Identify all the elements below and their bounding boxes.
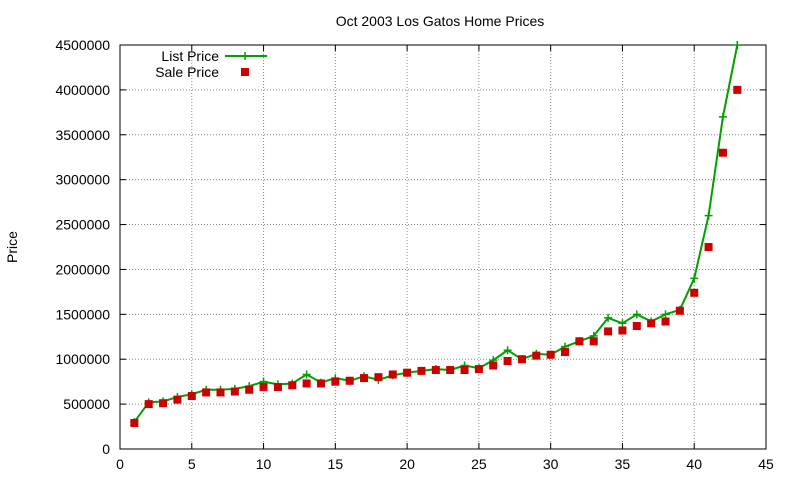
data-point-sale-price bbox=[159, 399, 168, 408]
series-layer bbox=[130, 41, 742, 427]
legend-sample-list-price bbox=[225, 52, 267, 60]
legend-label-sale-price: Sale Price bbox=[155, 64, 219, 80]
data-point-sale-price bbox=[173, 395, 182, 404]
x-tick-label: 5 bbox=[188, 456, 196, 472]
data-point-sale-price bbox=[202, 388, 211, 397]
y-axis-label: Price bbox=[4, 231, 20, 263]
y-tick-label: 1500000 bbox=[55, 306, 110, 322]
data-point-list-price bbox=[704, 211, 713, 220]
data-point-sale-price bbox=[532, 351, 541, 360]
data-point-sale-price bbox=[460, 365, 469, 374]
data-point-sale-price bbox=[575, 337, 584, 346]
data-point-sale-price bbox=[345, 376, 354, 385]
legend-label-list-price: List Price bbox=[161, 48, 219, 64]
y-tick-label: 2500000 bbox=[55, 217, 110, 233]
data-point-sale-price bbox=[331, 377, 340, 386]
data-point-sale-price bbox=[604, 327, 613, 336]
x-tick-label: 25 bbox=[471, 456, 487, 472]
chart-title: Oct 2003 Los Gatos Home Prices bbox=[336, 13, 545, 29]
data-point-sale-price bbox=[431, 365, 440, 374]
data-point-sale-price bbox=[245, 385, 254, 394]
data-point-list-price bbox=[503, 346, 512, 355]
axis-ticks: 0 5 10 15 20 25 30 35 40 45 0 500000 1000000 1500000 2… bbox=[55, 37, 774, 472]
data-point-sale-price bbox=[259, 383, 268, 392]
x-tick-label: 30 bbox=[543, 456, 559, 472]
data-point-sale-price bbox=[216, 388, 225, 397]
data-point-sale-price bbox=[144, 400, 153, 409]
data-point-sale-price bbox=[273, 383, 282, 392]
data-point-sale-price bbox=[302, 379, 311, 388]
data-point-sale-price bbox=[230, 387, 239, 396]
series-sale-price bbox=[130, 85, 742, 427]
data-point-sale-price bbox=[388, 370, 397, 379]
y-tick-label: 500000 bbox=[63, 396, 110, 412]
data-point-sale-price bbox=[661, 317, 670, 326]
x-tick-label: 20 bbox=[399, 456, 415, 472]
data-point-sale-price bbox=[503, 357, 512, 366]
legend: List Price Sale Price bbox=[155, 48, 267, 80]
data-point-list-price bbox=[632, 310, 641, 319]
y-tick-label: 2000000 bbox=[55, 261, 110, 277]
data-point-list-price bbox=[604, 313, 613, 322]
legend-marker-sale-price bbox=[241, 68, 249, 76]
data-point-list-price bbox=[302, 370, 311, 379]
x-tick-label: 15 bbox=[328, 456, 344, 472]
grid-lines bbox=[120, 45, 766, 449]
data-point-sale-price bbox=[374, 373, 383, 382]
x-tick-label: 45 bbox=[758, 456, 774, 472]
legend-marker-list-price bbox=[241, 52, 249, 60]
legend-sample-sale-price bbox=[241, 68, 249, 76]
x-tick-label: 35 bbox=[615, 456, 631, 472]
x-tick-label: 40 bbox=[686, 456, 702, 472]
data-point-sale-price bbox=[130, 418, 139, 427]
data-point-list-price bbox=[661, 310, 670, 319]
data-point-sale-price bbox=[632, 322, 641, 331]
data-point-list-price bbox=[618, 319, 627, 328]
data-point-list-price bbox=[718, 112, 727, 121]
data-point-sale-price bbox=[403, 368, 412, 377]
data-point-sale-price bbox=[704, 243, 713, 251]
data-point-sale-price bbox=[517, 355, 526, 364]
data-point-sale-price bbox=[187, 392, 196, 401]
y-tick-label: 4500000 bbox=[55, 37, 110, 53]
data-point-sale-price bbox=[288, 381, 297, 390]
data-point-sale-price bbox=[690, 288, 699, 297]
data-point-sale-price bbox=[647, 319, 656, 328]
plot-frame bbox=[119, 44, 767, 450]
y-tick-label: 3500000 bbox=[55, 127, 110, 143]
y-tick-label: 0 bbox=[102, 441, 110, 457]
data-point-sale-price bbox=[360, 374, 369, 383]
data-point-sale-price bbox=[417, 366, 426, 375]
data-point-sale-price bbox=[733, 85, 742, 94]
data-point-sale-price bbox=[589, 337, 598, 346]
data-point-sale-price bbox=[316, 379, 325, 388]
data-point-sale-price bbox=[474, 365, 483, 374]
x-tick-label: 10 bbox=[256, 456, 272, 472]
x-tick-label: 0 bbox=[116, 456, 124, 472]
y-tick-label: 4000000 bbox=[55, 82, 110, 98]
y-tick-label: 1000000 bbox=[55, 351, 110, 367]
data-point-sale-price bbox=[446, 365, 455, 374]
data-point-sale-price bbox=[561, 348, 570, 357]
data-point-list-price bbox=[690, 274, 699, 283]
data-point-sale-price bbox=[618, 326, 627, 335]
data-point-sale-price bbox=[489, 361, 498, 370]
y-tick-label: 3000000 bbox=[55, 172, 110, 188]
data-point-sale-price bbox=[675, 306, 684, 315]
data-point-list-price bbox=[733, 41, 742, 49]
data-point-sale-price bbox=[718, 148, 727, 157]
data-point-sale-price bbox=[546, 350, 555, 359]
